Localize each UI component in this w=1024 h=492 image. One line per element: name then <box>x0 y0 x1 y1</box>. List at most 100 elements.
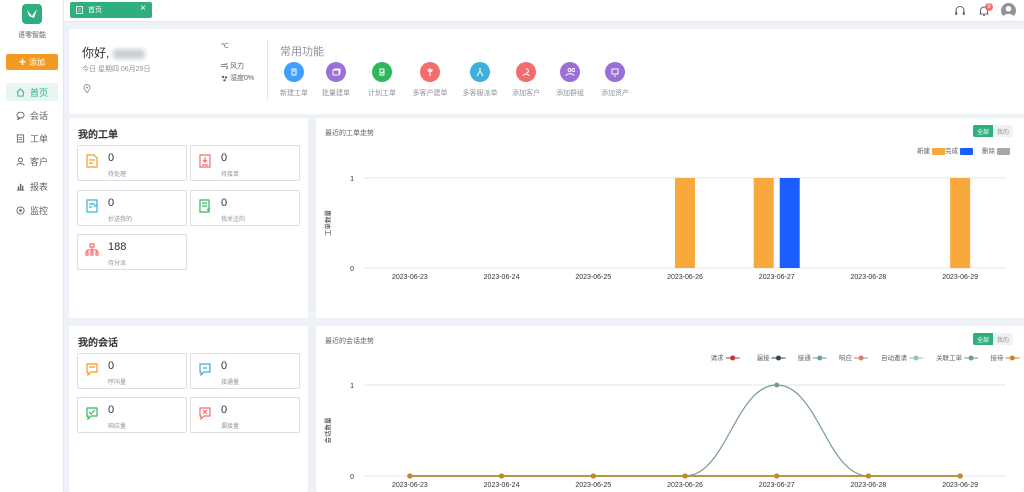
stat-label: 接通量 <box>221 380 240 386</box>
stat-card-connect[interactable]: 0 接通量 <box>190 353 300 389</box>
x-tick-label: 2023-06-27 <box>759 482 795 489</box>
humidity-icon <box>221 75 228 81</box>
stat-value: 0 <box>108 360 115 372</box>
stat-card-call[interactable]: 0 呼叫量 <box>77 353 187 389</box>
quick-action-add-group[interactable]: 添加群组 <box>545 62 595 98</box>
top-bar: 首页 × <box>64 0 1024 22</box>
quick-action-multi-customer[interactable]: 多客户建单 <box>405 62 455 98</box>
quick-action-add-asset[interactable]: 添加资产 <box>590 62 640 98</box>
stat-card-cc[interactable]: 0 抄送我的 <box>77 190 187 226</box>
bar-新建[interactable] <box>950 178 971 268</box>
ticket-chart-title: 最近的工单走势 <box>325 130 374 137</box>
bar-完成[interactable] <box>779 178 800 268</box>
legend-marker[interactable] <box>913 355 919 361</box>
pending-icon <box>86 154 98 168</box>
data-point-接待[interactable] <box>682 473 688 479</box>
y-tick-label: 1 <box>350 176 354 183</box>
brand-name: 语零智能 <box>18 32 46 39</box>
sidebar-item-label: 监控 <box>30 205 49 216</box>
greeting: 你好, <box>82 44 146 61</box>
legend-marker[interactable] <box>968 355 974 361</box>
sidebar-item-label: 报表 <box>30 181 49 192</box>
quick-action-new-ticket[interactable]: 新建工单 <box>269 62 319 98</box>
legend-label: 完成 <box>945 146 959 155</box>
ticket-trend-chart: 新建 完成 删除 0 1 工单数量 2023-06-23 2023-06-24 2023-06-… <box>323 146 1010 281</box>
quick-action-circle <box>470 62 490 82</box>
sidebar-item-label: 客户 <box>30 156 49 167</box>
stat-card-assign[interactable]: 188 待分派 <box>77 234 187 270</box>
stat-card-accept[interactable]: 0 待接单 <box>190 145 300 181</box>
assign-icon <box>85 243 99 256</box>
sidebar-item-ticket[interactable]: 工单 <box>6 129 58 147</box>
legend-marker[interactable] <box>1009 355 1015 361</box>
quick-action-add-customer[interactable]: 添加客户 <box>501 62 551 98</box>
bar-新建[interactable] <box>753 178 774 268</box>
stat-value: 0 <box>108 404 115 416</box>
legend-marker[interactable] <box>817 355 823 361</box>
ticket-scope-toggle: 全部 我的 <box>973 125 1013 137</box>
bar-新建[interactable] <box>675 178 695 268</box>
add-button[interactable]: + 添加 <box>6 54 58 70</box>
quick-action-circle <box>420 62 440 82</box>
data-point-接待[interactable] <box>865 473 871 479</box>
welcome-panel <box>69 29 1024 114</box>
divider <box>267 40 268 100</box>
legend-label: 接待 <box>990 353 1004 362</box>
ticket-trend-panel <box>316 118 1024 318</box>
call-icon <box>86 363 98 376</box>
x-tick-label: 2023-06-23 <box>392 482 428 489</box>
sidebar-item-chat[interactable]: 会话 <box>6 106 58 124</box>
sidebar-item-home[interactable]: 首页 <box>6 83 58 101</box>
legend-swatch[interactable] <box>997 148 1010 155</box>
quick-action-circle <box>326 62 346 82</box>
legend-marker[interactable] <box>776 355 781 361</box>
legend-marker[interactable] <box>858 355 864 361</box>
legend-label: 漏接 <box>757 353 771 362</box>
stat-card-missed[interactable]: 0 漏接量 <box>190 397 300 433</box>
sidebar-item-report[interactable]: 报表 <box>6 177 58 195</box>
page-icon <box>76 6 83 14</box>
home-icon <box>16 87 25 97</box>
x-tick-label: 2023-06-28 <box>851 274 887 281</box>
add-asset-icon <box>611 68 619 77</box>
data-point-接待[interactable] <box>499 473 505 479</box>
data-point-接待[interactable] <box>590 473 596 479</box>
notification-badge: 9 <box>985 3 993 11</box>
stat-label: 待分派 <box>108 261 127 267</box>
data-point-关联工单[interactable] <box>774 382 780 388</box>
stat-value: 0 <box>108 197 115 209</box>
sidebar-item-monitor[interactable]: 监控 <box>6 201 58 219</box>
legend-marker[interactable] <box>730 355 736 361</box>
stat-card-pending[interactable]: 0 待处理 <box>77 145 187 181</box>
stat-card-follow[interactable]: 0 我关注的 <box>190 190 300 226</box>
x-tick-label: 2023-06-27 <box>759 274 795 281</box>
close-tab-icon[interactable]: × <box>140 3 146 14</box>
data-point-接待[interactable] <box>407 473 413 479</box>
scope-mine-button[interactable]: 我的 <box>993 125 1013 137</box>
quick-action-label: 新建工单 <box>280 90 308 97</box>
stat-card-response[interactable]: 0 响应量 <box>77 397 187 433</box>
avatar-icon <box>1003 6 1014 18</box>
wind-label: 风力 <box>230 63 244 70</box>
headset-icon[interactable] <box>953 4 967 18</box>
batch-ticket-icon <box>332 68 341 76</box>
scope-all-button[interactable]: 全部 <box>973 333 993 345</box>
legend-swatch[interactable] <box>960 148 973 155</box>
quick-action-batch-ticket[interactable]: 批量建单 <box>311 62 361 98</box>
bird-logo-icon <box>27 9 37 18</box>
quick-action-circle <box>560 62 580 82</box>
tab-home[interactable]: 首页 × <box>70 2 152 18</box>
dispatch-icon <box>476 68 484 77</box>
legend-label: 删除 <box>982 146 996 155</box>
legend-swatch[interactable] <box>932 148 945 155</box>
quick-action-plan-ticket[interactable]: 计划工单 <box>357 62 407 98</box>
quick-action-dispatch[interactable]: 多客服派单 <box>455 62 505 98</box>
data-point-接待[interactable] <box>774 473 780 479</box>
scope-all-button[interactable]: 全部 <box>973 125 993 137</box>
data-point-接待[interactable] <box>957 473 963 479</box>
scope-mine-button[interactable]: 我的 <box>993 333 1013 345</box>
humidity-label: 湿度0% <box>230 75 255 82</box>
stat-label: 响应量 <box>108 424 127 430</box>
sidebar-item-customer[interactable]: 客户 <box>6 152 58 170</box>
user-avatar[interactable] <box>1001 3 1016 18</box>
